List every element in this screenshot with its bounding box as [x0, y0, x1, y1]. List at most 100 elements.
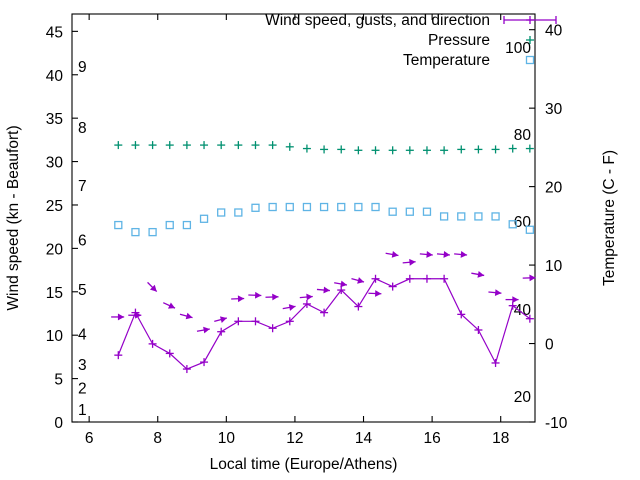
temperature-point: [182, 220, 192, 230]
wind-speed-point: [371, 274, 380, 283]
x-tick-16: 16: [423, 430, 440, 447]
pressure-series: [114, 141, 534, 155]
y-tick-30: 30: [46, 155, 64, 172]
fahrenheit-label-20: 20: [514, 389, 532, 406]
beaufort-label-1: 1: [78, 402, 87, 419]
wind-speed-point: [285, 317, 294, 326]
gust-arrow: [196, 326, 210, 334]
wind-speed-point: [337, 286, 346, 295]
y2-tick-0: 0: [545, 337, 554, 354]
pressure-point: [337, 145, 346, 154]
pressure-point: [234, 141, 243, 150]
y-tick-5: 5: [54, 372, 63, 389]
beaufort-label-8: 8: [78, 120, 87, 137]
legend-sample-pressure: [526, 36, 534, 44]
pressure-point: [200, 141, 209, 150]
temperature-point: [388, 207, 397, 216]
wind-speed-point: [457, 310, 466, 319]
wind-speed-point: [354, 302, 363, 311]
beaufort-label-7: 7: [78, 178, 87, 195]
x-tick-10: 10: [218, 430, 236, 447]
fahrenheit-label-80: 80: [514, 127, 532, 144]
temperature-point: [439, 212, 449, 221]
gust-arrow: [111, 313, 125, 321]
gust-arrow: [265, 293, 279, 301]
chart-legend: Wind speed, gusts, and direction Pressure…: [265, 12, 557, 69]
pressure-point: [422, 146, 431, 155]
pressure-point: [457, 145, 466, 154]
wind-speed-point: [182, 365, 191, 374]
beaufort-label-5: 5: [78, 282, 87, 299]
pressure-point: [320, 145, 329, 154]
gust-arrow: [214, 316, 228, 323]
temperature-point: [474, 212, 483, 221]
y2-axis-title: Temperature (C - F): [601, 150, 618, 286]
y-tick-45: 45: [46, 24, 63, 41]
temperature-point: [319, 202, 329, 212]
y-tick-25: 25: [46, 198, 63, 215]
gust-arrow: [402, 258, 416, 266]
legend-label-pressure: Pressure: [428, 32, 490, 49]
gust-arrow: [522, 274, 536, 282]
gust-arrow: [505, 296, 519, 303]
pressure-point: [268, 141, 277, 150]
wind-speed-point: [508, 301, 517, 310]
plot-frame: [71, 13, 536, 423]
y-tick-10: 10: [46, 328, 64, 345]
pressure-point: [474, 145, 483, 154]
pressure-point: [285, 142, 294, 151]
fahrenheit-label-40: 40: [514, 302, 532, 319]
pressure-point: [491, 145, 500, 154]
gust-arrow: [351, 277, 365, 284]
beaufort-label-4: 4: [78, 326, 87, 343]
pressure-point: [217, 141, 226, 150]
x-tick-8: 8: [153, 430, 162, 447]
wind-speed-point: [165, 349, 174, 358]
wind-speed-point: [251, 317, 260, 326]
legend-sample-temperature: [525, 55, 535, 65]
temperature-point: [457, 212, 466, 221]
gust-arrow: [436, 251, 450, 258]
pressure-point: [182, 141, 191, 150]
temperature-point: [217, 208, 226, 217]
pressure-point: [114, 141, 123, 150]
gust-arrow: [471, 271, 485, 278]
x-tick-12: 12: [286, 430, 303, 447]
gust-arrow: [454, 251, 468, 258]
gust-arrow: [162, 302, 176, 309]
legend-label-temperature: Temperature: [403, 52, 490, 69]
gust-arrow: [231, 295, 245, 303]
temperature-point: [508, 220, 517, 229]
wind-speed-point: [491, 358, 500, 367]
y-tick-35: 35: [46, 111, 63, 128]
beaufort-label-2: 2: [78, 380, 87, 397]
gust-arrow: [299, 293, 313, 301]
x-axis-ticks: 6 8 10 12 14 16 18: [85, 14, 509, 447]
temperature-point: [199, 214, 209, 223]
beaufort-label-3: 3: [78, 357, 87, 374]
y-axis-ticks: 0 5 10 15 20 25 30 35 40 45: [46, 24, 78, 432]
gust-arrow: [248, 291, 262, 299]
y-axis-title: Wind speed (kn - Beaufort): [5, 125, 22, 310]
wind-speed-series: [114, 274, 534, 374]
y2-tick-40: 40: [545, 23, 563, 40]
temperature-point: [337, 202, 346, 212]
pressure-point: [405, 146, 414, 155]
axis-titles: Local time (Europe/Athens) Wind speed (kn…: [5, 125, 618, 473]
wind-speed-point: [422, 274, 431, 283]
x-axis-title: Local time (Europe/Athens): [210, 456, 398, 473]
y-tick-15: 15: [46, 285, 63, 302]
wind-speed-point: [114, 351, 123, 360]
beaufort-label-6: 6: [78, 233, 87, 250]
temperature-point: [148, 227, 157, 237]
wind-speed-point: [440, 274, 449, 283]
temperature-series: [114, 202, 535, 237]
gust-arrow: [368, 290, 382, 297]
temperature-point: [405, 207, 414, 216]
gust-arrow: [179, 312, 193, 320]
gust-arrow: [128, 311, 142, 319]
wind-speed-point: [525, 314, 534, 323]
